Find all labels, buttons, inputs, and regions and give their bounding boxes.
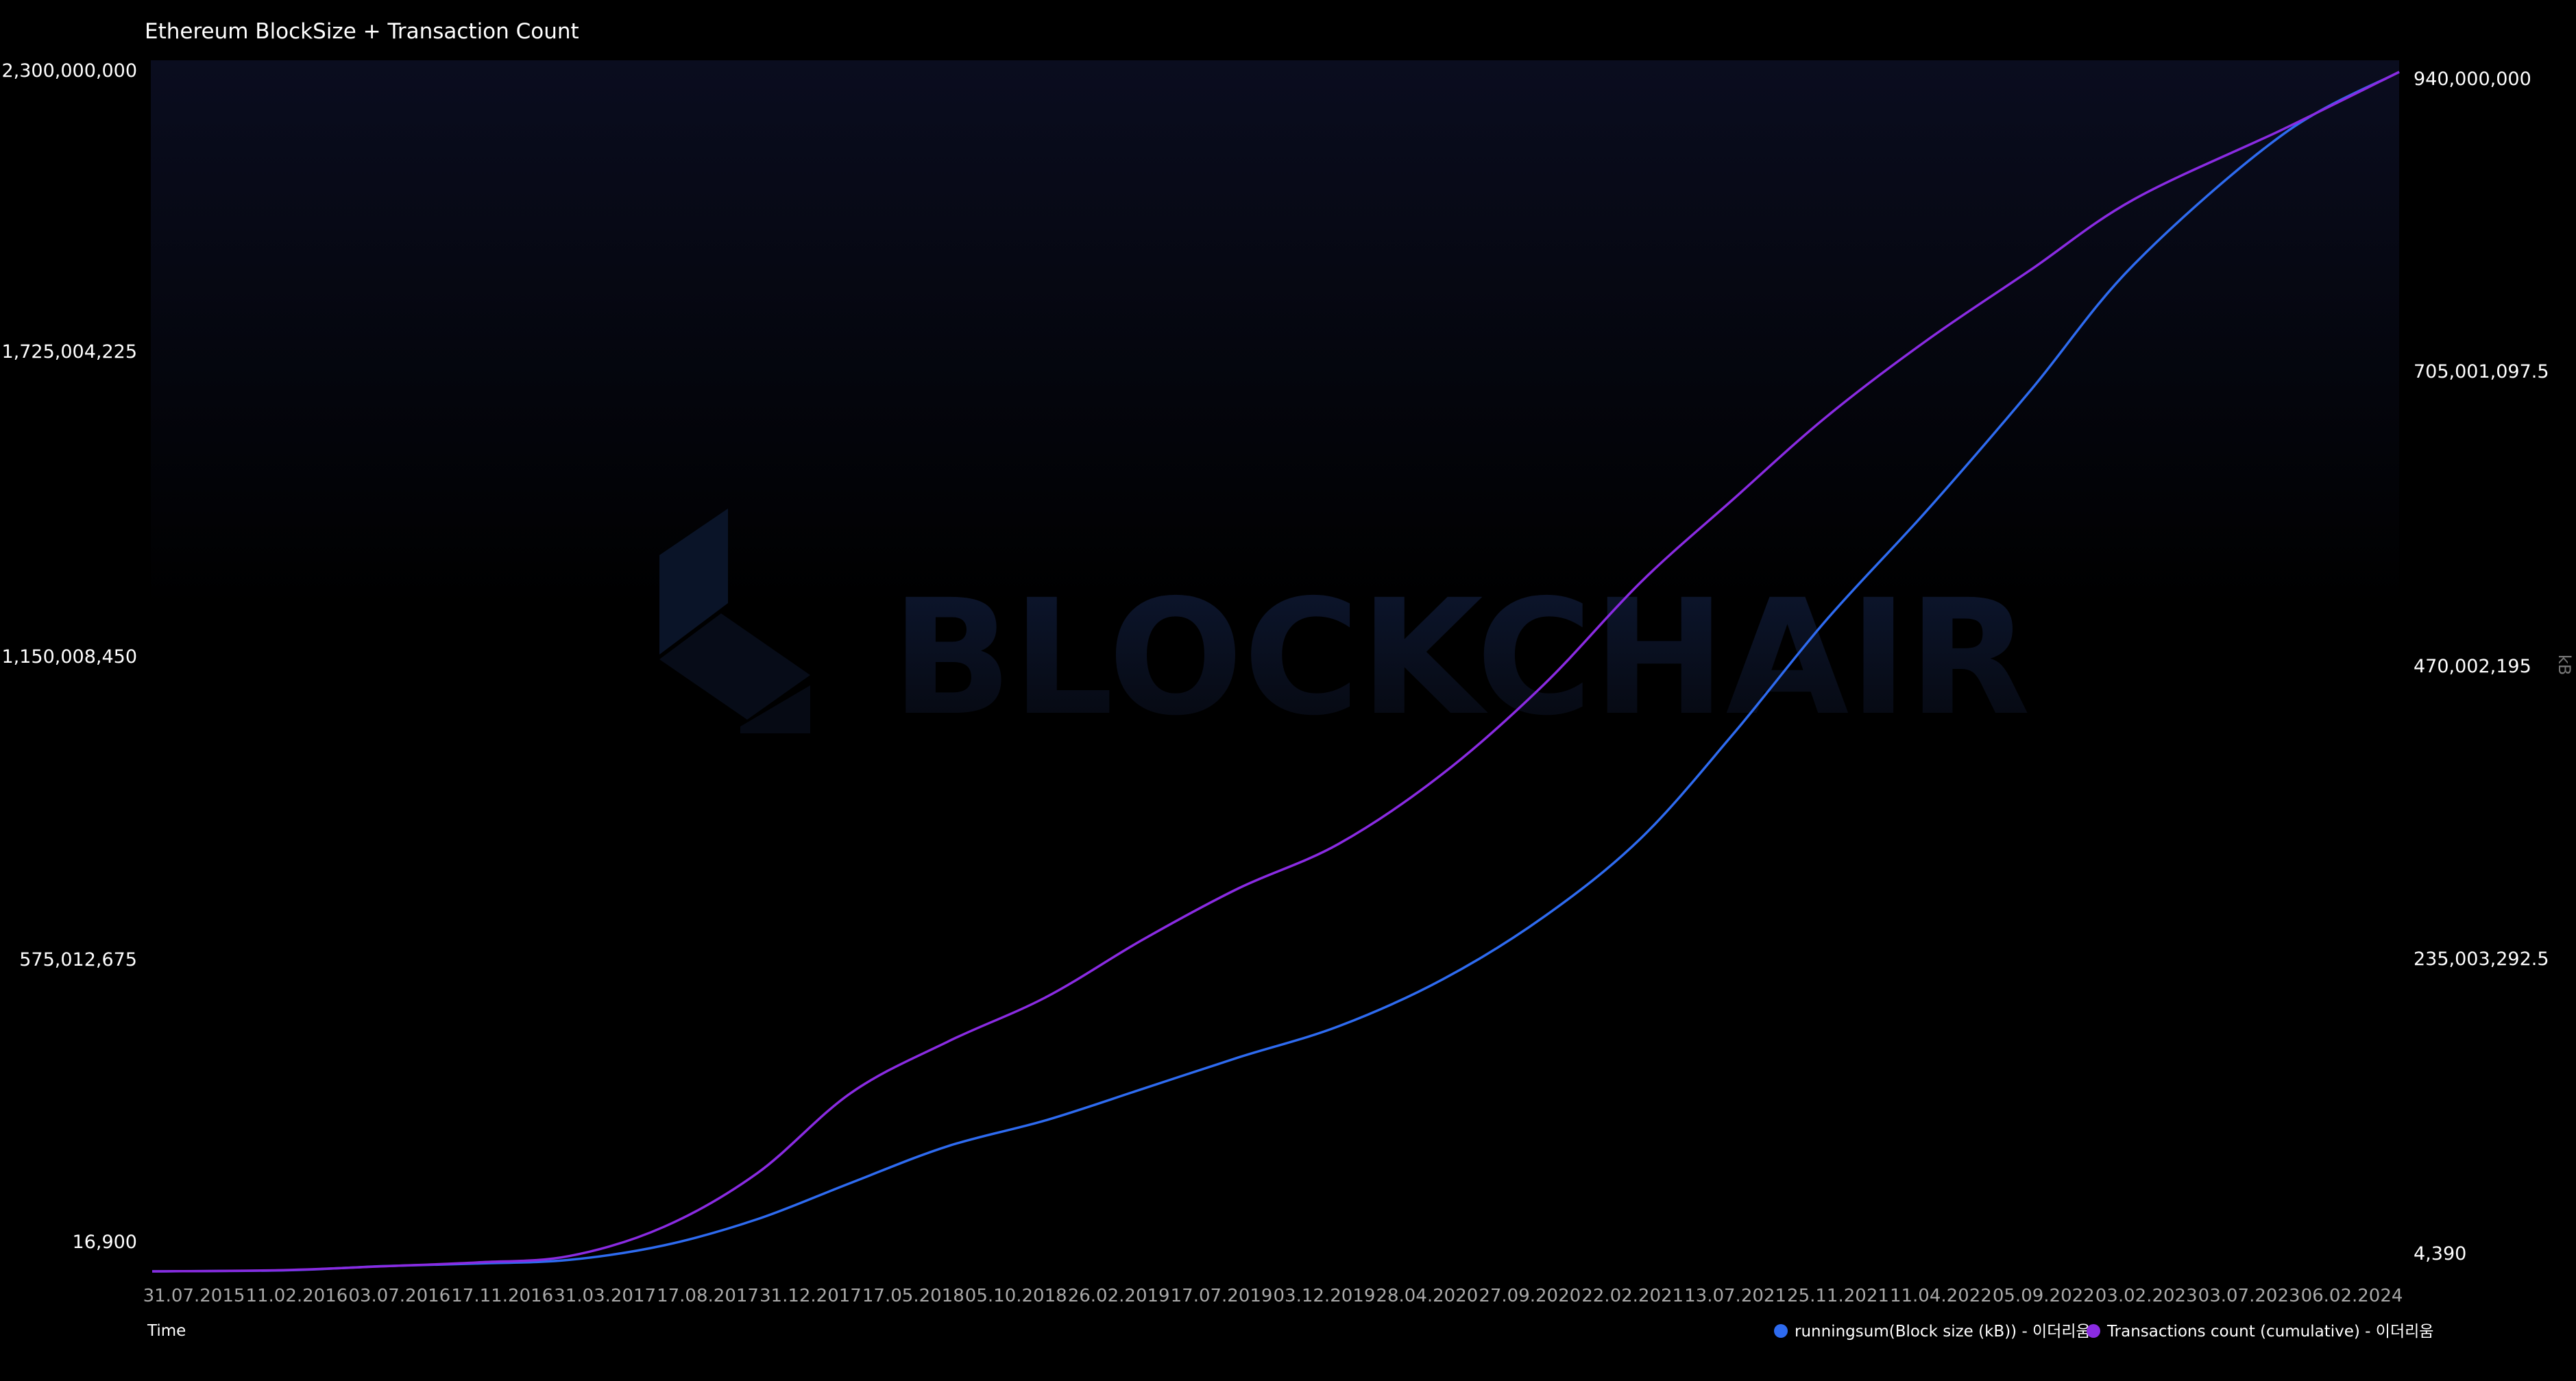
- blockchair-watermark-logo: [659, 509, 810, 733]
- left-y-tick-label: 16,900: [73, 1232, 137, 1253]
- plot-background-band: [151, 60, 2399, 609]
- x-tick-label: 31.12.2017: [760, 1286, 862, 1306]
- x-tick-label: 03.12.2019: [1274, 1286, 1376, 1306]
- x-axis-title: Time: [147, 1322, 186, 1340]
- right-axis-unit-label: kB: [2555, 655, 2574, 675]
- series-line-tx-count[interactable]: [151, 71, 2400, 1273]
- x-tick-label: 31.07.2015: [143, 1286, 245, 1306]
- x-tick-label: 13.07.2021: [1684, 1286, 1786, 1306]
- x-tick-label: 22.02.2021: [1581, 1286, 1684, 1306]
- x-tick-label: 11.02.2016: [245, 1286, 348, 1306]
- x-tick-label: 11.04.2022: [1890, 1286, 1992, 1306]
- x-tick-label: 05.09.2022: [1993, 1286, 2095, 1306]
- legend-label-block-size[interactable]: runningsum(Block size (kB)) - 이더리움: [1795, 1323, 2091, 1341]
- x-axis: 31.07.2015 11.02.2016 03.07.2016 17.11.2016…: [143, 1286, 2403, 1306]
- right-y-tick-label: 4,390: [2414, 1243, 2466, 1264]
- series-line-block-size[interactable]: [151, 71, 2400, 1273]
- legend-marker-block-size: [1774, 1324, 1788, 1338]
- x-tick-label: 17.05.2018: [862, 1286, 964, 1306]
- watermark-text: BLOCKCHAIR: [891, 565, 2030, 750]
- series-group: [151, 71, 2400, 1273]
- x-tick-label: 31.03.2017: [554, 1286, 656, 1306]
- right-y-tick-label: 470,002,195: [2414, 656, 2531, 677]
- x-tick-label: 05.10.2018: [965, 1286, 1067, 1306]
- x-tick-label: 06.02.2024: [2301, 1286, 2403, 1306]
- left-y-tick-label: 2,300,000,000: [1, 60, 137, 82]
- x-tick-label: 17.07.2019: [1171, 1286, 1273, 1306]
- legend-marker-tx-count: [2087, 1324, 2100, 1338]
- left-y-axis: 2,300,000,000 1,725,004,225 1,150,008,450 5…: [1, 60, 137, 1253]
- x-tick-label: 17.08.2017: [657, 1286, 759, 1306]
- right-y-tick-label: 940,000,000: [2414, 69, 2531, 90]
- chart-title: Ethereum BlockSize + Transaction Count: [145, 19, 579, 44]
- x-tick-label: 03.07.2016: [348, 1286, 450, 1306]
- x-tick-label: 03.02.2023: [2095, 1286, 2198, 1306]
- left-y-tick-label: 1,150,008,450: [1, 646, 137, 668]
- legend: runningsum(Block size (kB)) - 이더리움 Trans…: [1774, 1323, 2433, 1341]
- x-tick-label: 03.07.2023: [2198, 1286, 2300, 1306]
- legend-label-tx-count[interactable]: Transactions count (cumulative) - 이더리움: [2106, 1323, 2433, 1341]
- x-tick-label: 17.11.2016: [451, 1286, 553, 1306]
- right-y-axis: 940,000,000 705,001,097.5 470,002,195 235,0…: [2414, 69, 2549, 1264]
- left-y-tick-label: 575,012,675: [19, 949, 137, 970]
- right-y-tick-label: 705,001,097.5: [2414, 361, 2549, 382]
- x-tick-label: 27.09.2020: [1479, 1286, 1581, 1306]
- left-y-tick-label: 1,725,004,225: [1, 341, 137, 363]
- x-tick-label: 28.04.2020: [1376, 1286, 1478, 1306]
- x-tick-label: 25.11.2021: [1787, 1286, 1889, 1306]
- x-tick-label: 26.02.2019: [1068, 1286, 1170, 1306]
- right-y-tick-label: 235,003,292.5: [2414, 949, 2549, 970]
